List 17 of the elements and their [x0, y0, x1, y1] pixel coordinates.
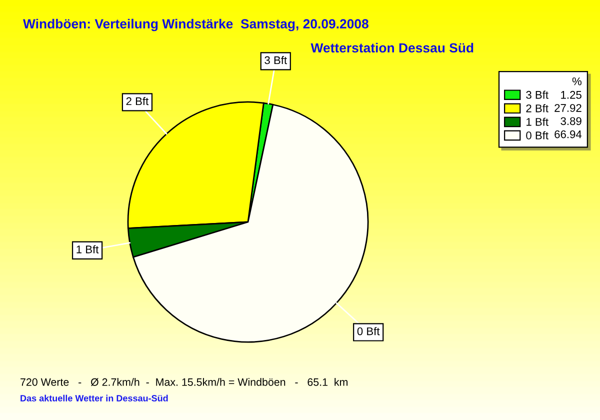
slice-label: 2 Bft: [126, 97, 149, 106]
chart-subtitle: Wetterstation Dessau Süd: [310, 42, 474, 53]
chart-title: Windböen: Verteilung Windstärke Samstag, 20.09.2008: [23, 18, 368, 32]
legend-label: 3 Bft: [526, 90, 548, 99]
slice-label: 0 Bft: [357, 327, 380, 336]
slice-label: 3 Bft: [264, 56, 287, 64]
legend-label: 2 Bft: [526, 104, 548, 112]
text: 720 Werte - Ø 2.7km/h - Max. 15.5km/h = Windböen - 65.1 km: [20, 378, 348, 386]
data-label: 3.89: [560, 117, 582, 126]
slice-label: 1 Bft: [76, 245, 99, 254]
legend-label: 1 Bft: [526, 118, 548, 126]
legend-label: 0 Bft: [526, 131, 548, 140]
data-label: 66.94: [554, 130, 582, 138]
legend-title: %: [572, 77, 582, 86]
text: Das aktuelle Wetter in Dessau-Süd: [20, 394, 168, 402]
data-label: 1.25: [561, 90, 582, 99]
data-label: 27.92: [554, 104, 582, 112]
